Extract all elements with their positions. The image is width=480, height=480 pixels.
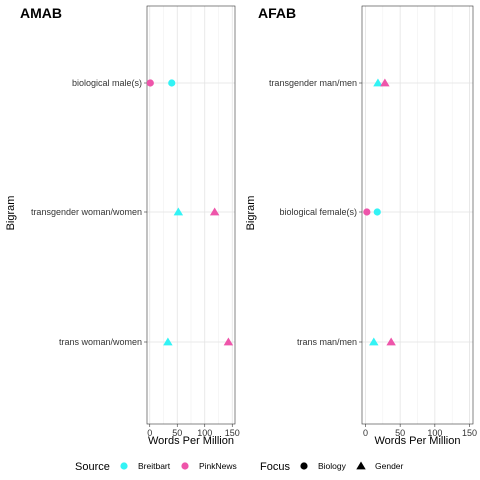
y-tick-label: trans man/men	[297, 337, 357, 347]
legend-label-source: PinkNews	[199, 461, 237, 471]
legend-title-source: Source	[75, 461, 110, 473]
data-point	[374, 208, 381, 215]
chart-panels: AMAB biological male(s) transgender woman/…	[5, 5, 477, 447]
x-tick-label: 0	[363, 428, 368, 438]
panel-title: AMAB	[20, 5, 62, 21]
y-tick-label: transgender woman/women	[31, 207, 142, 217]
legend-title-focus: Focus	[260, 461, 290, 473]
legend-key-focus	[356, 462, 365, 470]
y-tick-label: biological female(s)	[279, 207, 357, 217]
panel-amab: AMAB biological male(s) transgender woman/…	[5, 5, 240, 447]
y-axis-title: Bigram	[245, 196, 257, 231]
x-axis-title: Words Per Million	[375, 435, 461, 447]
panel-afab: AFAB transgender man/men biological female…	[245, 5, 477, 447]
x-tick-label: 150	[462, 428, 477, 438]
data-point	[363, 208, 370, 215]
legend-key-source	[120, 462, 127, 469]
legend-key-source	[181, 462, 188, 469]
y-tick-label: biological male(s)	[72, 78, 142, 88]
y-axis-title: Bigram	[5, 196, 17, 231]
data-point	[147, 79, 154, 86]
legend-key-focus	[300, 462, 307, 469]
legend-label-focus: Gender	[375, 461, 404, 471]
x-axis-title: Words Per Million	[148, 435, 234, 447]
chart-legend: Source Breitbart PinkNews Focus Biology Gende…	[75, 461, 404, 473]
panel-title: AFAB	[258, 5, 296, 21]
y-tick-label: transgender man/men	[269, 78, 357, 88]
legend-label-focus: Biology	[318, 461, 347, 471]
data-point	[168, 79, 175, 86]
legend-label-source: Breitbart	[138, 461, 171, 471]
y-tick-label: trans woman/women	[59, 337, 142, 347]
